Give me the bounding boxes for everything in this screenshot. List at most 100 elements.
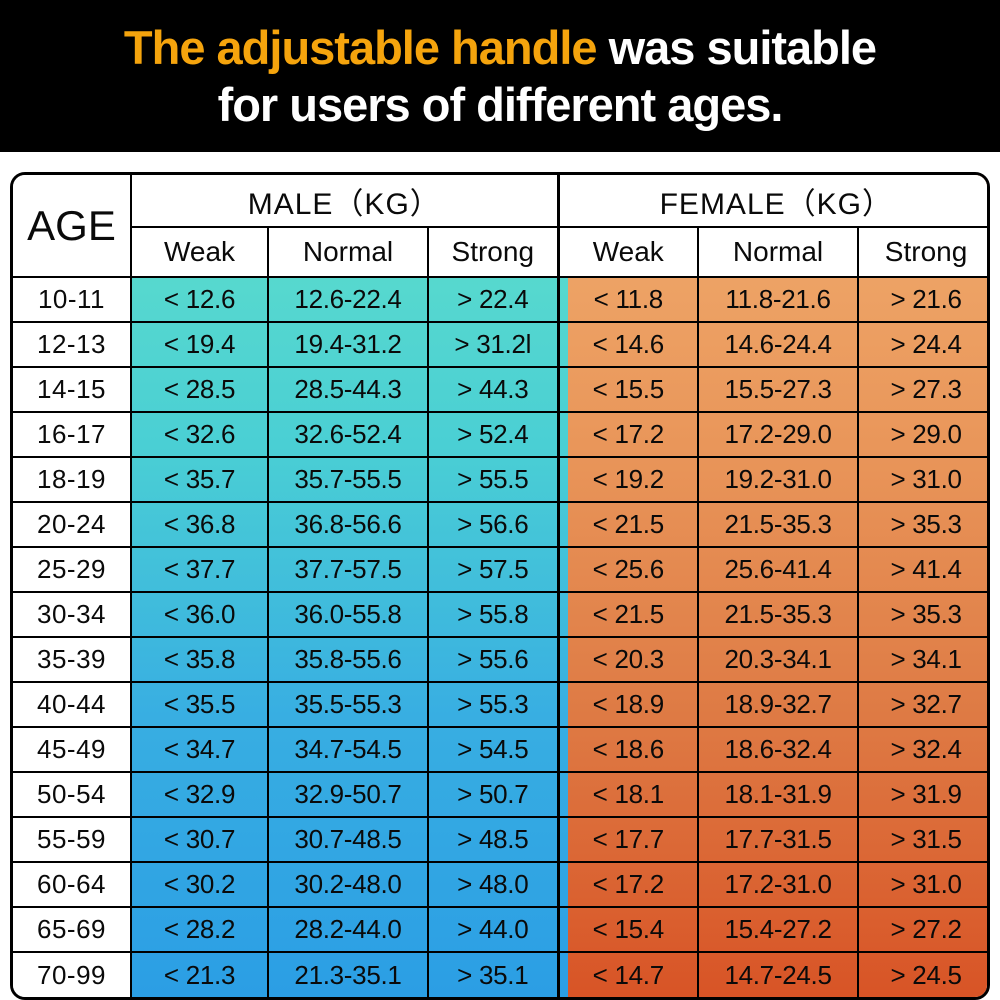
male-weak-cell: < 28.5 (130, 366, 269, 413)
table-row: 70-99 < 21.3 21.3-35.1 > 35.1 < 14.7 14.7-24.… (13, 951, 987, 997)
male-strong-cell: > 48.5 (426, 816, 560, 863)
age-cell: 12-13 (13, 321, 132, 368)
male-weak-cell: < 36.8 (130, 501, 269, 548)
male-strong-cell: > 22.4 (426, 276, 560, 323)
age-cell: 55-59 (13, 816, 132, 863)
male-weak-header: Weak (131, 226, 269, 278)
male-weak-cell: < 35.5 (130, 681, 269, 728)
age-column-header: AGE (13, 175, 132, 278)
grip-strength-table: AGE MALE（KG） FEMALE（KG） Weak Normal Stro… (13, 175, 987, 997)
male-strong-cell: > 44.0 (426, 906, 560, 953)
female-weak-cell: < 15.4 (556, 906, 700, 953)
title-rest: was suitable (596, 20, 878, 74)
age-cell: 70-99 (13, 951, 132, 997)
male-normal-cell: 28.5-44.3 (267, 366, 429, 413)
female-normal-cell: 17.7-31.5 (697, 816, 860, 863)
female-normal-cell: 15.4-27.2 (697, 906, 860, 953)
female-weak-cell: < 21.5 (556, 591, 700, 638)
male-normal-cell: 30.2-48.0 (267, 861, 429, 908)
female-weak-cell: < 25.6 (556, 546, 700, 593)
female-normal-cell: 19.2-31.0 (697, 456, 860, 503)
male-strong-header: Strong (426, 226, 560, 278)
female-normal-cell: 17.2-31.0 (697, 861, 860, 908)
female-strong-cell: > 31.5 (857, 816, 987, 863)
female-normal-cell: 18.6-32.4 (697, 726, 860, 773)
male-weak-cell: < 35.7 (130, 456, 269, 503)
table-body: 10-11 < 12.6 12.6-22.4 > 22.4 < 11.8 11.8-21.… (13, 276, 987, 997)
female-weak-cell: < 14.6 (556, 321, 700, 368)
male-weak-cell: < 21.3 (130, 951, 269, 997)
age-cell: 40-44 (13, 681, 132, 728)
female-strong-cell: > 24.4 (857, 321, 987, 368)
age-cell: 18-19 (13, 456, 132, 503)
age-cell: 10-11 (13, 276, 132, 323)
male-strong-cell: > 56.6 (426, 501, 560, 548)
male-weak-cell: < 28.2 (130, 906, 269, 953)
female-normal-cell: 18.1-31.9 (697, 771, 860, 818)
female-normal-cell: 14.6-24.4 (697, 321, 860, 368)
female-strong-cell: > 35.3 (857, 501, 987, 548)
female-weak-cell: < 14.7 (556, 951, 700, 997)
female-strong-cell: > 31.0 (857, 861, 987, 908)
table-row: 16-17 < 32.6 32.6-52.4 > 52.4 < 17.2 17.2-29.… (13, 411, 987, 458)
male-weak-cell: < 37.7 (130, 546, 269, 593)
female-normal-cell: 25.6-41.4 (697, 546, 860, 593)
male-weak-cell: < 19.4 (130, 321, 269, 368)
female-strong-cell: > 21.6 (857, 276, 987, 323)
female-normal-cell: 21.5-35.3 (697, 501, 860, 548)
table-row: 40-44 < 35.5 35.5-55.3 > 55.3 < 18.9 18.9-32.… (13, 681, 987, 728)
male-strong-cell: > 55.5 (426, 456, 560, 503)
male-normal-cell: 28.2-44.0 (267, 906, 429, 953)
table-row: 60-64 < 30.2 30.2-48.0 > 48.0 < 17.2 17.2-31.… (13, 861, 987, 908)
female-strong-cell: > 41.4 (857, 546, 987, 593)
female-weak-cell: < 17.2 (556, 861, 700, 908)
female-weak-header: Weak (556, 226, 700, 278)
male-normal-cell: 30.7-48.5 (267, 816, 429, 863)
title-banner: The adjustable handle was suitable for u… (0, 0, 1000, 152)
table-row: 65-69 < 28.2 28.2-44.0 > 44.0 < 15.4 15.4-27.… (13, 906, 987, 953)
female-normal-header: Normal (697, 226, 860, 278)
table-row: 14-15 < 28.5 28.5-44.3 > 44.3 < 15.5 15.5-27.… (13, 366, 987, 413)
female-weak-cell: < 11.8 (556, 276, 700, 323)
female-normal-cell: 18.9-32.7 (697, 681, 860, 728)
table-row: 35-39 < 35.8 35.8-55.6 > 55.6 < 20.3 20.3-34.… (13, 636, 987, 683)
female-weak-cell: < 17.7 (556, 816, 700, 863)
male-normal-cell: 35.8-55.6 (267, 636, 429, 683)
age-cell: 20-24 (13, 501, 132, 548)
male-strong-cell: > 50.7 (426, 771, 560, 818)
male-weak-cell: < 32.9 (130, 771, 269, 818)
male-group-header: MALE（KG） (129, 175, 560, 228)
table-row: 12-13 < 19.4 19.4-31.2 > 31.2l < 14.6 14.6-24… (13, 321, 987, 368)
male-weak-cell: < 30.7 (130, 816, 269, 863)
female-normal-cell: 17.2-29.0 (697, 411, 860, 458)
female-weak-cell: < 19.2 (556, 456, 700, 503)
male-strong-cell: > 48.0 (426, 861, 560, 908)
female-strong-cell: > 27.3 (857, 366, 987, 413)
table-row: 45-49 < 34.7 34.7-54.5 > 54.5 < 18.6 18.6-32.… (13, 726, 987, 773)
table-row: 55-59 < 30.7 30.7-48.5 > 48.5 < 17.7 17.7-31.… (13, 816, 987, 863)
female-strong-cell: > 24.5 (857, 951, 987, 997)
male-weak-cell: < 34.7 (130, 726, 269, 773)
female-normal-cell: 21.5-35.3 (697, 591, 860, 638)
female-group-header: FEMALE（KG） (556, 175, 987, 228)
female-normal-cell: 11.8-21.6 (697, 276, 860, 323)
female-normal-cell: 20.3-34.1 (697, 636, 860, 683)
male-normal-cell: 36.0-55.8 (267, 591, 429, 638)
female-weak-cell: < 18.1 (556, 771, 700, 818)
female-strong-cell: > 31.0 (857, 456, 987, 503)
male-weak-cell: < 32.6 (130, 411, 269, 458)
male-normal-cell: 32.9-50.7 (267, 771, 429, 818)
age-cell: 60-64 (13, 861, 132, 908)
female-strong-cell: > 27.2 (857, 906, 987, 953)
male-strong-cell: > 31.2l (426, 321, 560, 368)
age-cell: 65-69 (13, 906, 132, 953)
female-weak-cell: < 18.6 (556, 726, 700, 773)
table-row: 50-54 < 32.9 32.9-50.7 > 50.7 < 18.1 18.1-31.… (13, 771, 987, 818)
female-weak-cell: < 15.5 (556, 366, 700, 413)
female-strong-cell: > 34.1 (857, 636, 987, 683)
female-weak-cell: < 21.5 (556, 501, 700, 548)
male-normal-cell: 21.3-35.1 (267, 951, 429, 997)
female-strong-cell: > 32.7 (857, 681, 987, 728)
male-normal-cell: 32.6-52.4 (267, 411, 429, 458)
male-weak-cell: < 12.6 (130, 276, 269, 323)
